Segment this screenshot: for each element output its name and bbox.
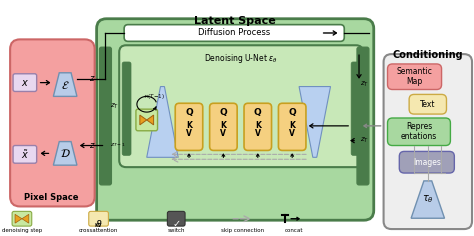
Polygon shape (22, 214, 29, 223)
Text: $z_T$: $z_T$ (110, 102, 119, 111)
FancyBboxPatch shape (167, 211, 185, 226)
Text: switch: switch (167, 228, 185, 233)
FancyBboxPatch shape (244, 103, 272, 150)
Text: $z_T$: $z_T$ (360, 80, 369, 89)
Text: Images: Images (413, 158, 441, 167)
FancyBboxPatch shape (383, 54, 472, 229)
Text: Q: Q (219, 108, 227, 117)
Text: K: K (289, 121, 295, 130)
Polygon shape (140, 115, 147, 125)
FancyBboxPatch shape (388, 118, 450, 146)
Text: crossattention: crossattention (79, 228, 118, 233)
Text: V: V (220, 129, 226, 138)
Text: Latent Space: Latent Space (194, 16, 276, 26)
Text: $z$: $z$ (89, 74, 96, 83)
Text: $\mathcal{E}$: $\mathcal{E}$ (61, 79, 70, 91)
Text: Q: Q (96, 220, 101, 225)
Text: $z_{T-1}$: $z_{T-1}$ (110, 142, 126, 149)
Text: V: V (186, 129, 192, 138)
Text: Diffusion Process: Diffusion Process (198, 29, 270, 38)
Text: Text: Text (420, 100, 436, 109)
Polygon shape (147, 115, 154, 125)
Polygon shape (54, 73, 77, 96)
FancyBboxPatch shape (388, 64, 442, 89)
Text: K: K (186, 121, 192, 130)
Text: $x$: $x$ (21, 78, 29, 88)
Text: ✓: ✓ (172, 219, 180, 229)
FancyBboxPatch shape (351, 62, 360, 155)
Text: $z$: $z$ (89, 141, 96, 150)
Text: $\times(T{-}1)$: $\times(T{-}1)$ (143, 92, 164, 101)
FancyBboxPatch shape (409, 94, 447, 114)
FancyBboxPatch shape (13, 74, 36, 92)
FancyBboxPatch shape (399, 152, 455, 173)
FancyBboxPatch shape (13, 146, 36, 163)
FancyBboxPatch shape (122, 62, 131, 155)
Text: Q: Q (185, 108, 193, 117)
FancyBboxPatch shape (10, 39, 95, 206)
Text: Semantic
Map: Semantic Map (396, 67, 432, 86)
Polygon shape (299, 87, 330, 157)
Text: K: K (220, 121, 226, 130)
FancyBboxPatch shape (278, 103, 306, 150)
Text: $\tau_\theta$: $\tau_\theta$ (422, 194, 434, 206)
Text: KV: KV (95, 223, 102, 228)
Text: Pixel Space: Pixel Space (24, 193, 79, 202)
Text: K: K (255, 121, 261, 130)
Text: Q: Q (288, 108, 296, 117)
Text: $\tilde{x}$: $\tilde{x}$ (21, 148, 29, 161)
Text: V: V (255, 129, 261, 138)
FancyBboxPatch shape (119, 45, 363, 167)
Text: $\mathcal{D}$: $\mathcal{D}$ (60, 147, 71, 159)
Text: concat: concat (285, 228, 303, 233)
FancyBboxPatch shape (89, 211, 109, 226)
Polygon shape (147, 87, 178, 157)
Text: V: V (289, 129, 295, 138)
Text: Repres
entations: Repres entations (401, 122, 437, 141)
FancyBboxPatch shape (97, 19, 374, 220)
FancyBboxPatch shape (12, 211, 32, 226)
FancyBboxPatch shape (100, 47, 111, 185)
Text: denoising step: denoising step (2, 228, 42, 233)
FancyBboxPatch shape (175, 103, 203, 150)
Text: Q: Q (254, 108, 262, 117)
Text: skip connection: skip connection (220, 228, 264, 233)
FancyBboxPatch shape (210, 103, 237, 150)
Polygon shape (411, 181, 445, 218)
FancyBboxPatch shape (136, 109, 157, 131)
Text: Conditioning: Conditioning (392, 50, 463, 60)
FancyBboxPatch shape (124, 25, 344, 41)
Polygon shape (15, 214, 22, 223)
FancyBboxPatch shape (357, 47, 369, 185)
Text: Denoising U-Net $\epsilon_\theta$: Denoising U-Net $\epsilon_\theta$ (204, 52, 278, 65)
Polygon shape (54, 142, 77, 165)
Text: $z_T$: $z_T$ (360, 136, 369, 145)
